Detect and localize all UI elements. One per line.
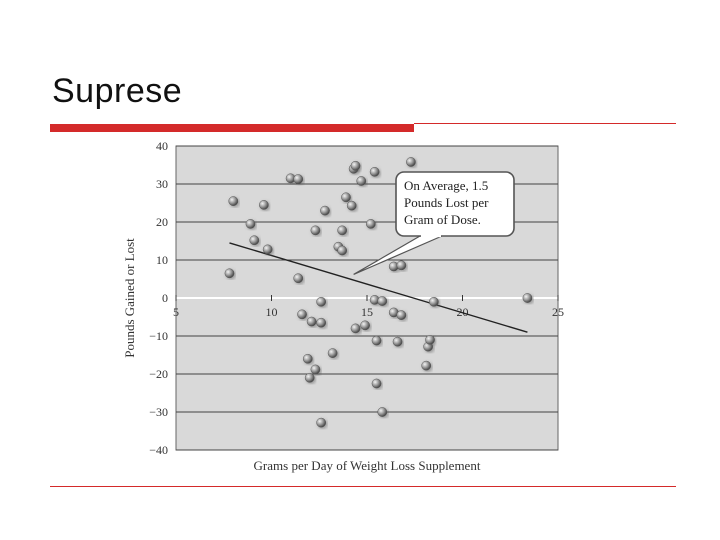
data-point xyxy=(327,348,338,358)
x-tick-label: 25 xyxy=(552,305,564,319)
callout-box xyxy=(395,171,515,237)
callout-text-line: On Average, 1.5 xyxy=(404,178,488,193)
data-point xyxy=(262,244,273,255)
data-point xyxy=(249,235,260,246)
data-point xyxy=(320,205,330,216)
y-axis-ticks: 40 30 20 10 0 −10 −20 −30 −40 xyxy=(149,139,168,457)
annotation-callout: On Average, 1.5 Pounds Lost per Gram of Do… xyxy=(353,171,515,275)
data-point xyxy=(369,166,380,177)
data-point xyxy=(297,309,307,320)
data-point xyxy=(310,364,321,375)
title-accent-line xyxy=(414,123,676,124)
data-point xyxy=(421,360,432,371)
data-point xyxy=(293,174,304,184)
y-tick-label: 40 xyxy=(156,139,168,153)
x-tick-label: 10 xyxy=(266,305,278,319)
data-point xyxy=(304,372,315,383)
y-tick-label: 10 xyxy=(156,253,168,267)
x-tick-label: 20 xyxy=(457,305,469,319)
data-point xyxy=(228,196,239,206)
data-point xyxy=(371,335,382,346)
y-tick-label: 20 xyxy=(156,215,168,229)
data-point xyxy=(341,192,351,203)
y-tick-label: −10 xyxy=(149,329,168,343)
data-point xyxy=(316,417,327,428)
callout-text-line: Gram of Dose. xyxy=(404,212,481,227)
y-axis-label: Pounds Gained or Lost xyxy=(122,238,137,358)
footer-accent-line xyxy=(50,486,676,487)
data-point xyxy=(337,225,348,236)
data-point xyxy=(302,353,313,364)
data-point xyxy=(224,268,235,279)
data-point xyxy=(522,293,533,303)
y-tick-label: −20 xyxy=(149,367,168,381)
x-axis-ticks: 5 10 15 20 25 xyxy=(173,295,564,319)
data-point xyxy=(377,296,388,306)
data-point xyxy=(310,225,321,236)
data-point xyxy=(245,219,256,229)
y-tick-label: −30 xyxy=(149,405,168,419)
data-point xyxy=(350,323,361,334)
data-point xyxy=(425,334,435,345)
y-tick-label: 30 xyxy=(156,177,168,191)
data-points xyxy=(224,157,533,428)
data-point xyxy=(259,200,269,210)
data-point xyxy=(406,157,416,167)
x-tick-label: 5 xyxy=(173,305,179,319)
data-point xyxy=(337,245,348,256)
data-point xyxy=(360,320,370,331)
data-point xyxy=(371,378,382,389)
y-tick-label: 0 xyxy=(162,291,168,305)
callout-text-line: Pounds Lost per xyxy=(404,195,489,210)
data-point xyxy=(429,296,439,307)
data-point xyxy=(293,273,304,284)
x-axis-label: Grams per Day of Weight Loss Supplement xyxy=(254,458,481,473)
data-point xyxy=(306,316,317,327)
data-point xyxy=(346,200,357,211)
data-point xyxy=(316,317,327,328)
data-point xyxy=(396,310,407,320)
data-point xyxy=(356,176,367,186)
data-point xyxy=(377,407,388,417)
slide-title: Suprese xyxy=(52,72,183,110)
chart-image: 40 30 20 10 0 −10 −20 −30 −40 5 10 15 20 25 On Avera… xyxy=(118,132,576,478)
x-tick-label: 15 xyxy=(361,305,373,319)
y-tick-label: −40 xyxy=(149,443,168,457)
data-point xyxy=(316,296,327,307)
scatter-chart: 40 30 20 10 0 −10 −20 −30 −40 5 10 15 20 25 On Avera… xyxy=(122,139,564,473)
title-accent-bar xyxy=(50,124,414,132)
data-point xyxy=(350,160,361,171)
data-point xyxy=(365,219,376,229)
data-point xyxy=(392,336,403,347)
trend-line xyxy=(229,242,528,333)
data-point xyxy=(396,260,407,271)
